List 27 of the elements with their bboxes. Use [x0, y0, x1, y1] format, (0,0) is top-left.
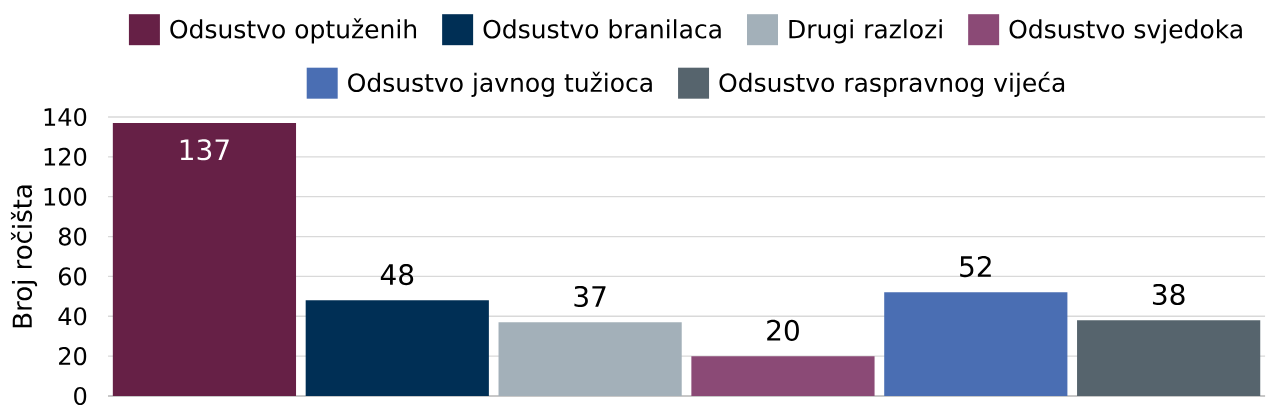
y-tick-label: 60: [58, 267, 87, 286]
legend-label: Odsustvo optuženih: [170, 18, 417, 44]
y-tick-label: 20: [59, 347, 87, 366]
legend-label: Odsustvo raspravnog vijeća: [719, 71, 1065, 97]
legend-label: Odsustvo svjedoka: [1009, 19, 1242, 44]
y-tick-label: 40: [58, 307, 87, 326]
legend-label: Odsustvo branilaca: [483, 19, 721, 39]
data-label: 52: [960, 255, 991, 278]
bar: [884, 292, 1068, 396]
data-label: 20: [767, 319, 799, 341]
bar: [498, 322, 682, 396]
legend-label: Odsustvo javnog tužioca: [348, 71, 652, 97]
y-tick-label: 0: [74, 386, 87, 406]
y-tick-label: 100: [44, 187, 87, 206]
bar: [1077, 320, 1261, 396]
bar: [691, 356, 875, 396]
bar: [305, 300, 489, 396]
data-label: 48: [380, 263, 414, 286]
bar: [112, 122, 297, 396]
data-label: 38: [1152, 283, 1185, 306]
y-tick-label: 120: [44, 147, 87, 166]
y-tick-label: 80: [58, 227, 87, 246]
legend-label: Drugi razlozi: [789, 19, 942, 44]
data-label: 37: [574, 285, 606, 308]
data-label: 137: [180, 139, 229, 161]
y-axis-title: Broj ročišta: [10, 185, 38, 328]
y-tick-label: 140: [44, 107, 87, 127]
